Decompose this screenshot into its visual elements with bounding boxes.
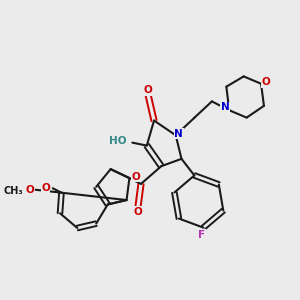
Text: O: O (261, 77, 270, 87)
Text: N: N (220, 102, 229, 112)
Text: O: O (41, 183, 50, 193)
Text: CH₃: CH₃ (4, 186, 23, 196)
Text: F: F (198, 230, 206, 240)
Text: O: O (131, 172, 140, 182)
Text: methoxy: methoxy (30, 188, 36, 189)
Text: HO: HO (109, 136, 127, 146)
Text: N: N (174, 129, 183, 139)
Text: O: O (144, 85, 153, 95)
Text: O: O (134, 207, 142, 217)
Text: O: O (25, 185, 34, 195)
